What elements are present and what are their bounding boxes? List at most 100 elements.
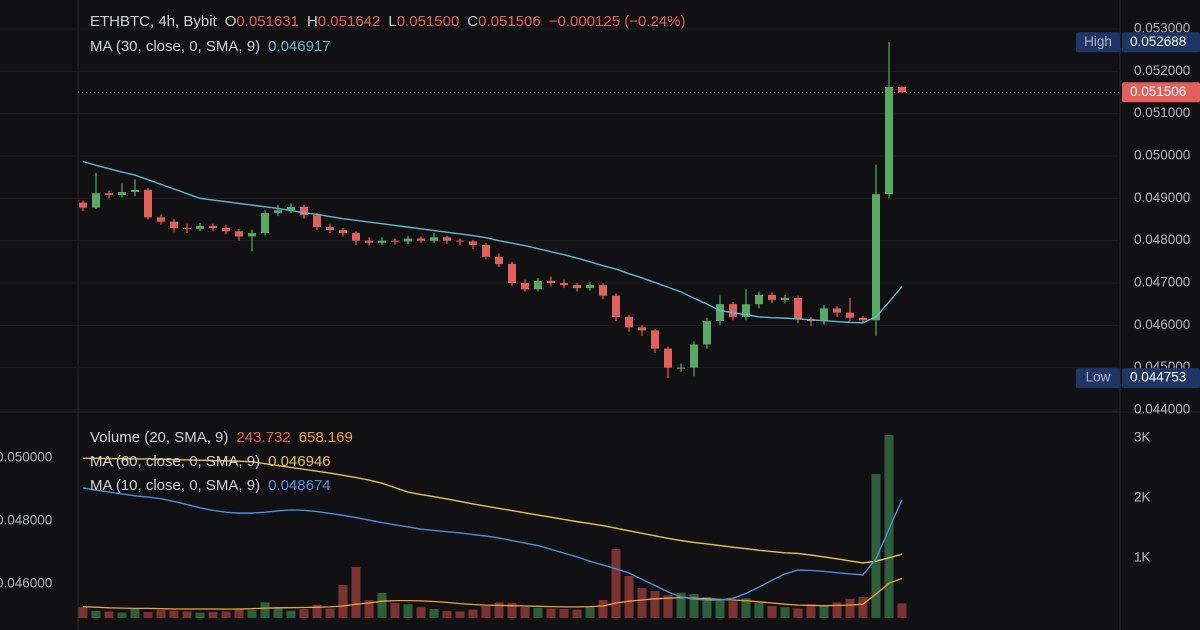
volume-bar — [819, 605, 829, 618]
volume-bar — [260, 602, 270, 618]
candle-body — [898, 86, 906, 93]
volume-bar — [767, 605, 777, 618]
volume-bar — [299, 608, 309, 618]
candle-body — [183, 227, 191, 229]
candle-body — [755, 294, 763, 305]
volume-bar — [377, 592, 387, 618]
candle-body — [859, 317, 867, 321]
legend-text: 0.051500 — [397, 13, 460, 30]
candle-body — [664, 348, 672, 368]
legend-value: 0.048674 — [268, 477, 331, 494]
candle-body — [157, 217, 165, 222]
legend-text: C — [467, 13, 478, 30]
volume-bar — [897, 603, 907, 618]
y-tick-label: 0.053000 — [1134, 21, 1190, 36]
candle-body — [716, 304, 724, 322]
legend-text: L — [388, 13, 396, 30]
volume-bar — [507, 602, 517, 618]
volume-bar — [364, 599, 374, 618]
volume-bar — [325, 608, 335, 618]
volume-bar — [650, 590, 660, 618]
candle-body — [833, 308, 841, 313]
candle-body — [703, 321, 711, 345]
y-tick-label: 0.050000 — [1134, 148, 1190, 163]
candle-body — [495, 256, 503, 264]
legend-line: MA (10, close, 0, SMA, 9) 0.048674 — [90, 477, 331, 494]
volume-bar — [611, 548, 621, 618]
volume-bar — [559, 608, 569, 618]
legend-value: 243.732 — [236, 429, 290, 446]
tag-bg — [1122, 82, 1200, 103]
candle-body — [209, 225, 217, 228]
candle-body — [872, 194, 880, 321]
volume-bar — [429, 608, 439, 618]
candle-body — [222, 227, 230, 232]
candle-body — [885, 86, 893, 195]
candle-body — [105, 193, 113, 195]
candle-body — [235, 231, 243, 237]
volume-bar — [637, 587, 647, 618]
volume-bar — [91, 610, 101, 618]
candle-body — [781, 297, 789, 300]
candle-body — [430, 237, 438, 241]
ma-line — [82, 160, 903, 324]
legend-line: MA (30, close, 0, SMA, 9) 0.046917 — [90, 38, 331, 55]
candle-body — [118, 191, 126, 195]
candle-body — [144, 189, 152, 218]
legend-value: 0.046946 — [268, 453, 331, 470]
ma-line — [82, 487, 903, 601]
candle-body — [79, 202, 87, 208]
volume-bar — [78, 607, 88, 618]
legend-line: Volume (20, SMA, 9) 243.732 658.169 — [90, 429, 353, 446]
volume-bar — [247, 610, 257, 618]
candle-body — [248, 233, 256, 237]
candle-body — [677, 367, 685, 369]
volume-bar — [481, 605, 491, 618]
volume-bar — [832, 602, 842, 618]
volume-bar — [455, 611, 465, 618]
candle-body — [313, 215, 321, 228]
volume-bar — [689, 593, 699, 618]
candle-body — [378, 240, 386, 243]
volume-bar — [858, 596, 868, 618]
tag-bg — [1076, 368, 1120, 389]
volume-bar — [156, 610, 166, 618]
candle-body — [625, 316, 633, 328]
volume-bar — [234, 609, 244, 618]
volume-bar — [169, 610, 179, 618]
volume-bar — [624, 575, 634, 618]
tag-bg — [1122, 368, 1200, 389]
volume-bar — [884, 434, 894, 618]
candle-body — [482, 244, 490, 257]
legend-text: H — [307, 13, 318, 30]
volume-bar — [780, 607, 790, 618]
legend-value: 658.169 — [299, 429, 353, 446]
volume-bar — [195, 612, 205, 618]
legend-text: O — [225, 13, 237, 30]
candle-body — [690, 344, 698, 368]
candle-body — [638, 327, 646, 331]
legend-text: MA (60, close, 0, SMA, 9) — [90, 453, 260, 470]
candle-body — [547, 280, 555, 283]
candle-body — [651, 330, 659, 349]
y-tick-label: 0.049000 — [1134, 190, 1190, 205]
y-tick-label: 2K — [1134, 490, 1151, 505]
legend-text: 0.051642 — [318, 13, 381, 30]
volume-bar — [104, 611, 114, 618]
volume-bar — [442, 610, 452, 618]
legend-text: 0.051631 — [236, 13, 299, 30]
y-tick-label: 3K — [1134, 430, 1151, 445]
y-tick-label: 0.052000 — [1134, 63, 1190, 78]
candle-body — [729, 304, 737, 317]
legend-text: −0.000125 (−0.24%) — [549, 13, 686, 30]
y-tick-label: 0.046000 — [1134, 317, 1190, 332]
candle-body — [742, 304, 750, 317]
legend-text: ETHBTC, 4h, Bybit — [90, 13, 218, 30]
tag-value: 0.052688 — [1130, 34, 1186, 49]
volume-bar — [533, 607, 543, 618]
legend-line: MA (60, close, 0, SMA, 9) 0.046946 — [90, 453, 331, 470]
candle-body — [326, 227, 334, 231]
y-tick-label: 0.047000 — [1134, 275, 1190, 290]
left-tick-label: 0.046000 — [0, 576, 52, 591]
